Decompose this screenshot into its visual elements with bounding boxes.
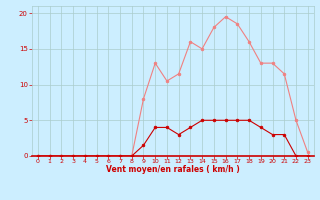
X-axis label: Vent moyen/en rafales ( km/h ): Vent moyen/en rafales ( km/h ) — [106, 165, 240, 174]
